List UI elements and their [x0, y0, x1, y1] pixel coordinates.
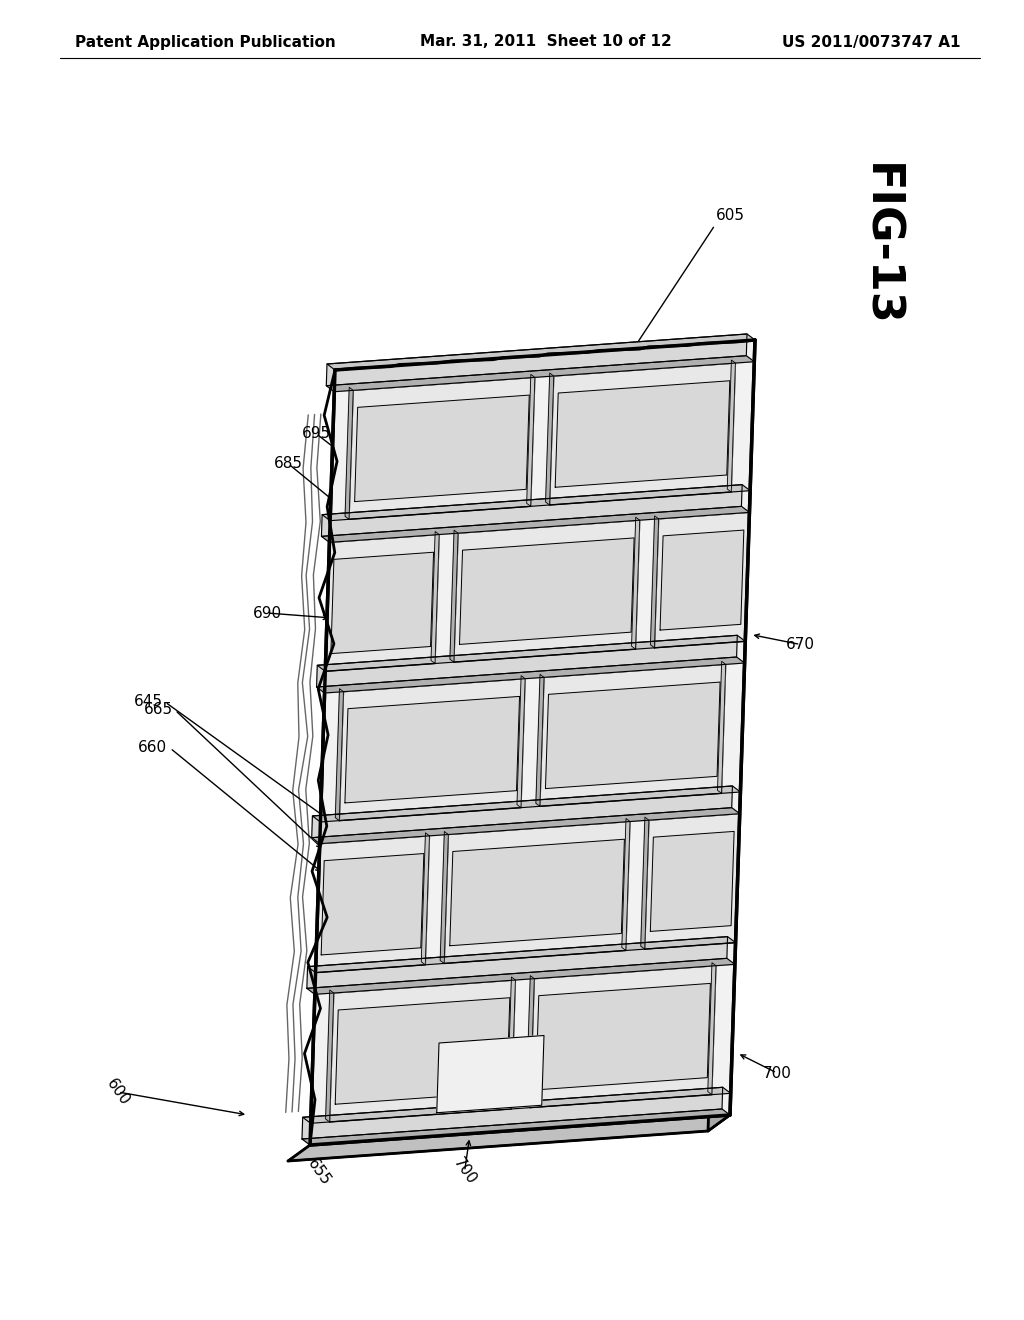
Text: 700: 700 — [451, 1155, 479, 1188]
Polygon shape — [327, 334, 755, 370]
Polygon shape — [335, 998, 510, 1105]
Polygon shape — [650, 516, 658, 648]
Polygon shape — [708, 341, 755, 1131]
Polygon shape — [331, 552, 433, 653]
Text: 655: 655 — [304, 1156, 333, 1189]
Polygon shape — [650, 832, 734, 932]
Polygon shape — [517, 676, 525, 808]
Polygon shape — [546, 374, 554, 506]
Polygon shape — [641, 817, 649, 949]
Polygon shape — [317, 635, 745, 672]
Text: US 2011/0073747 A1: US 2011/0073747 A1 — [781, 34, 961, 49]
Polygon shape — [322, 507, 750, 543]
Polygon shape — [302, 1109, 730, 1144]
Text: 665: 665 — [143, 702, 173, 718]
Polygon shape — [327, 355, 755, 392]
Text: 625: 625 — [474, 1071, 503, 1085]
Polygon shape — [312, 785, 740, 822]
Polygon shape — [322, 854, 424, 954]
Polygon shape — [307, 937, 728, 989]
Text: 670: 670 — [786, 638, 815, 652]
Text: FIG-13: FIG-13 — [858, 164, 901, 327]
Polygon shape — [645, 813, 739, 949]
Polygon shape — [310, 341, 755, 1144]
Polygon shape — [330, 979, 515, 1122]
Polygon shape — [315, 836, 429, 973]
Polygon shape — [450, 531, 458, 663]
Polygon shape — [454, 520, 640, 663]
Polygon shape — [632, 517, 640, 649]
Polygon shape — [708, 962, 716, 1094]
Polygon shape — [288, 1115, 730, 1162]
Polygon shape — [431, 532, 439, 664]
Polygon shape — [345, 697, 519, 803]
Text: 640: 640 — [338, 401, 367, 434]
Polygon shape — [546, 682, 720, 788]
Polygon shape — [450, 840, 625, 945]
Text: 620: 620 — [370, 615, 399, 648]
Text: 630: 630 — [687, 902, 716, 935]
Polygon shape — [526, 975, 535, 1107]
Text: 625: 625 — [474, 1071, 503, 1085]
Polygon shape — [311, 808, 739, 843]
Text: 700: 700 — [763, 1065, 792, 1081]
Polygon shape — [307, 958, 735, 994]
Polygon shape — [550, 363, 735, 506]
Polygon shape — [444, 821, 630, 964]
Polygon shape — [303, 1088, 731, 1123]
Polygon shape — [302, 1088, 723, 1139]
Text: 645: 645 — [568, 471, 597, 503]
Polygon shape — [660, 531, 743, 630]
Text: 615: 615 — [351, 830, 380, 863]
Text: 675: 675 — [608, 957, 637, 989]
Polygon shape — [327, 334, 746, 385]
Text: 640: 640 — [319, 1049, 348, 1082]
Text: 680: 680 — [567, 826, 596, 859]
Polygon shape — [322, 484, 742, 536]
Text: 695: 695 — [302, 426, 331, 441]
Polygon shape — [335, 689, 343, 821]
Polygon shape — [421, 833, 429, 965]
Polygon shape — [555, 380, 730, 487]
Polygon shape — [316, 635, 737, 686]
Text: 670: 670 — [551, 1008, 580, 1040]
Text: 660: 660 — [137, 741, 167, 755]
Polygon shape — [326, 535, 439, 672]
Text: Mar. 31, 2011  Sheet 10 of 12: Mar. 31, 2011 Sheet 10 of 12 — [420, 34, 672, 49]
Polygon shape — [727, 360, 735, 492]
Text: 605: 605 — [716, 207, 744, 223]
Polygon shape — [654, 512, 750, 648]
Text: 685: 685 — [273, 457, 303, 471]
Polygon shape — [526, 375, 535, 507]
Text: 600: 600 — [103, 1076, 132, 1109]
Polygon shape — [326, 990, 334, 1122]
Polygon shape — [622, 818, 630, 950]
Polygon shape — [460, 539, 634, 644]
Polygon shape — [345, 387, 353, 519]
Polygon shape — [507, 977, 515, 1109]
Text: Patent Application Publication: Patent Application Publication — [75, 34, 336, 49]
Polygon shape — [437, 1035, 544, 1113]
Text: 610: 610 — [374, 1082, 402, 1114]
Polygon shape — [440, 832, 449, 964]
Polygon shape — [354, 395, 529, 502]
Polygon shape — [540, 664, 726, 807]
Polygon shape — [349, 378, 535, 519]
Polygon shape — [323, 484, 751, 520]
Polygon shape — [536, 983, 711, 1090]
Polygon shape — [536, 675, 544, 807]
Polygon shape — [530, 966, 716, 1107]
Polygon shape — [718, 661, 726, 793]
Polygon shape — [311, 785, 732, 838]
Polygon shape — [339, 678, 525, 821]
Polygon shape — [307, 937, 735, 973]
Text: 650: 650 — [545, 737, 573, 768]
Text: 645: 645 — [133, 694, 163, 710]
Polygon shape — [316, 657, 744, 693]
Text: 690: 690 — [253, 606, 282, 620]
